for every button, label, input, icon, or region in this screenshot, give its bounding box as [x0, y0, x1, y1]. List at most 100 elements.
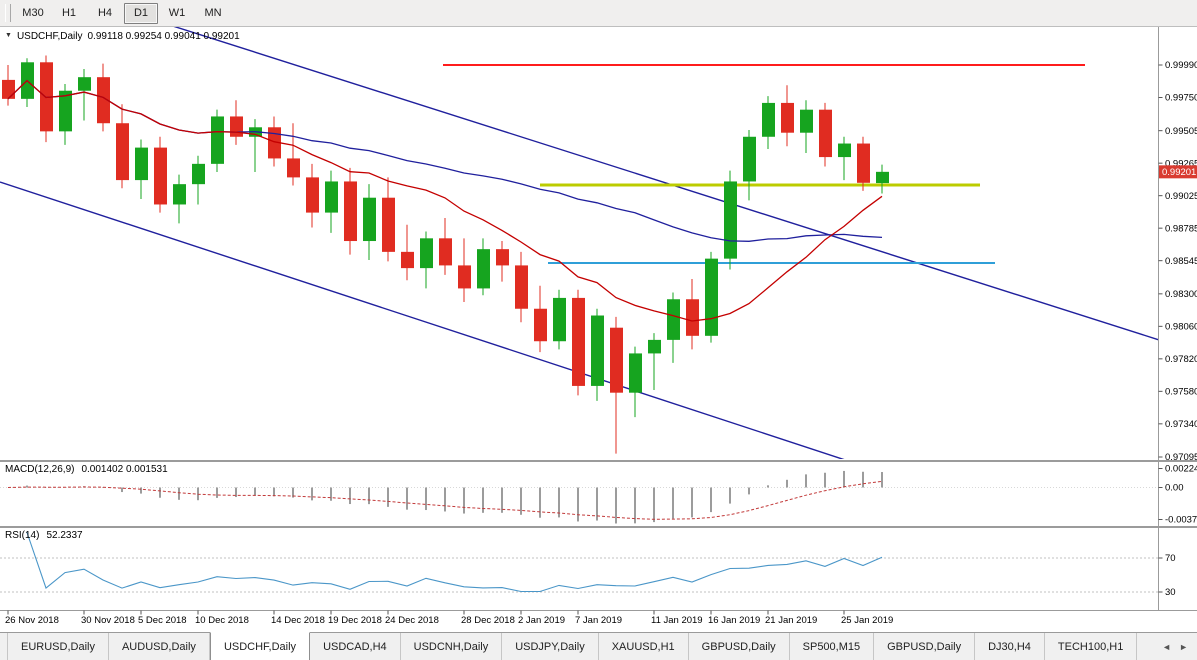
date-label: 7 Jan 2019 — [575, 615, 622, 626]
candle — [116, 123, 129, 180]
candle — [173, 184, 186, 204]
price-axis-label: 0.99505 — [1165, 126, 1197, 137]
candle — [705, 259, 718, 336]
rsi-value: 52.2337 — [46, 530, 82, 541]
candle — [553, 298, 566, 341]
tab-eurusd-daily[interactable]: EURUSD,Daily — [7, 633, 109, 660]
candle — [382, 198, 395, 252]
candle — [724, 181, 737, 258]
rsi-axis-label: 30 — [1165, 587, 1176, 598]
trendline-channel-upper[interactable] — [0, 0, 1197, 352]
candle — [800, 110, 813, 133]
timeframe-button-mn[interactable]: MN — [196, 3, 230, 24]
macd-indicator-label: MACD(12,26,9) 0.001402 0.001531 — [5, 464, 168, 475]
trendline-channel-lower[interactable] — [0, 182, 900, 478]
candle — [211, 116, 224, 163]
rsi-axis-label: 70 — [1165, 553, 1176, 564]
price-axis-label: 0.98300 — [1165, 289, 1197, 300]
tab-tech100-h1[interactable]: TECH100,H1 — [1045, 633, 1137, 660]
price-axis-label: 0.99990 — [1165, 60, 1197, 71]
price-axis-label: 0.97340 — [1165, 419, 1197, 430]
macd-values: 0.001402 0.001531 — [81, 464, 167, 475]
chart-symbol-label: USDCHF,Daily — [17, 31, 83, 42]
date-label: 5 Dec 2018 — [138, 615, 187, 626]
price-axis[interactable]: 0.999900.997500.995050.992650.990250.987… — [1159, 60, 1197, 598]
macd-axis-label: 0.00 — [1165, 483, 1184, 494]
tab-usdchf-daily[interactable]: USDCHF,Daily — [210, 632, 310, 660]
candle — [819, 110, 832, 157]
candle — [743, 137, 756, 182]
candle — [306, 177, 319, 212]
candle — [59, 91, 72, 132]
candle — [496, 249, 509, 265]
price-axis-label: 0.98785 — [1165, 223, 1197, 234]
macd-axis-label: 0.002247 — [1165, 464, 1197, 475]
price-axis-label: 0.97095 — [1165, 452, 1197, 463]
timeframe-button-h4[interactable]: H4 — [88, 3, 122, 24]
date-label: 2 Jan 2019 — [518, 615, 565, 626]
chart-ohlc-values: 0.99118 0.99254 0.99041 0.99201 — [88, 31, 240, 42]
candle — [762, 103, 775, 137]
candle — [876, 172, 889, 183]
tab-scroll-arrows: ◄ ► — [1153, 633, 1197, 660]
candle — [325, 181, 338, 212]
candle — [78, 77, 91, 91]
candle — [838, 144, 851, 158]
timeframe-button-d1[interactable]: D1 — [124, 3, 158, 24]
timeframe-button-h1[interactable]: H1 — [52, 3, 86, 24]
current-price-tag-text: 0.99201 — [1162, 167, 1196, 178]
date-label: 21 Jan 2019 — [765, 615, 817, 626]
rsi-line — [27, 533, 882, 592]
candle — [192, 164, 205, 184]
candle — [686, 299, 699, 336]
price-axis-label: 0.98545 — [1165, 256, 1197, 267]
price-axis-label: 0.98060 — [1165, 322, 1197, 333]
date-label: 25 Jan 2019 — [841, 615, 893, 626]
candle — [781, 103, 794, 133]
date-label: 10 Dec 2018 — [195, 615, 249, 626]
rsi-name: RSI(14) — [5, 530, 39, 541]
candle — [420, 238, 433, 268]
candle — [572, 298, 585, 386]
tab-sp500-m15[interactable]: SP500,M15 — [790, 633, 874, 660]
tabs-scroll-right-icon[interactable]: ► — [1179, 642, 1188, 652]
tab-xauusd-h1[interactable]: XAUUSD,H1 — [599, 633, 689, 660]
timeframe-button-m30[interactable]: M30 — [16, 3, 50, 24]
tab-gbpusd-daily[interactable]: GBPUSD,Daily — [689, 633, 790, 660]
candle — [857, 144, 870, 183]
macd-panel[interactable] — [0, 471, 1158, 524]
price-axis-label: 0.99025 — [1165, 191, 1197, 202]
candle — [591, 316, 604, 386]
chart-title: ▼ USDCHF,Daily 0.99118 0.99254 0.99041 0… — [5, 31, 240, 42]
candle — [648, 340, 661, 354]
date-label: 11 Jan 2019 — [651, 615, 703, 626]
tab-dj30-h4[interactable]: DJ30,H4 — [975, 633, 1045, 660]
tab-gbpusd-daily[interactable]: GBPUSD,Daily — [874, 633, 975, 660]
candle — [2, 80, 15, 99]
tab-usdcnh-daily[interactable]: USDCNH,Daily — [401, 633, 503, 660]
candle — [154, 148, 167, 205]
date-label: 30 Nov 2018 — [81, 615, 135, 626]
candle — [230, 116, 243, 136]
candle — [629, 353, 642, 392]
rsi-panel[interactable] — [0, 533, 1158, 593]
toolbar-grip[interactable] — [5, 4, 11, 22]
candle — [477, 249, 490, 288]
candle — [667, 299, 680, 340]
collapse-triangle-icon[interactable]: ▼ — [5, 32, 12, 39]
candle — [534, 309, 547, 341]
tab-audusd-daily[interactable]: AUDUSD,Daily — [109, 633, 210, 660]
tab-usdcad-h4[interactable]: USDCAD,H4 — [310, 633, 401, 660]
candle — [458, 265, 471, 288]
ma-fast-line[interactable] — [8, 81, 882, 321]
tabs-scroll-left-icon[interactable]: ◄ — [1162, 642, 1171, 652]
date-label: 24 Dec 2018 — [385, 615, 439, 626]
timeframe-button-w1[interactable]: W1 — [160, 3, 194, 24]
tab-usdjpy-daily[interactable]: USDJPY,Daily — [502, 633, 599, 660]
main-price-panel[interactable] — [0, 0, 1197, 478]
